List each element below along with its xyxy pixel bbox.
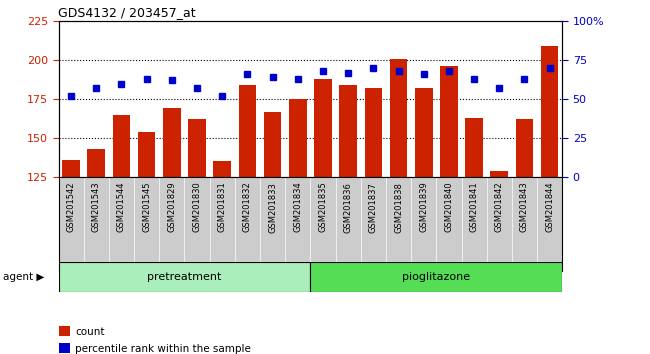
- Bar: [213, 161, 231, 177]
- Text: GSM201545: GSM201545: [142, 182, 151, 232]
- Bar: [465, 118, 483, 177]
- Text: GSM201839: GSM201839: [419, 182, 428, 233]
- Text: GSM201835: GSM201835: [318, 182, 328, 233]
- Text: GSM201842: GSM201842: [495, 182, 504, 232]
- Bar: [365, 88, 382, 177]
- Bar: [491, 171, 508, 177]
- Text: GSM201836: GSM201836: [344, 182, 353, 233]
- Text: GSM201841: GSM201841: [469, 182, 478, 232]
- Bar: [415, 88, 432, 177]
- Text: GSM201843: GSM201843: [520, 182, 529, 233]
- Bar: [264, 112, 281, 177]
- Bar: [163, 108, 181, 177]
- Bar: [314, 79, 332, 177]
- Bar: [239, 85, 256, 177]
- Text: GSM201834: GSM201834: [293, 182, 302, 233]
- Bar: [390, 59, 408, 177]
- Bar: [339, 85, 357, 177]
- Text: GSM201542: GSM201542: [66, 182, 75, 232]
- Text: GDS4132 / 203457_at: GDS4132 / 203457_at: [58, 6, 196, 19]
- Text: count: count: [75, 327, 105, 337]
- Text: GSM201838: GSM201838: [394, 182, 403, 233]
- Bar: [440, 67, 458, 177]
- Text: GSM201543: GSM201543: [92, 182, 101, 232]
- Bar: [58, 262, 311, 292]
- Text: GSM201544: GSM201544: [117, 182, 126, 232]
- Bar: [62, 160, 80, 177]
- Bar: [112, 115, 130, 177]
- Bar: [541, 46, 558, 177]
- Bar: [311, 262, 562, 292]
- Text: GSM201840: GSM201840: [445, 182, 454, 232]
- Bar: [188, 119, 206, 177]
- Text: GSM201844: GSM201844: [545, 182, 554, 232]
- Text: GSM201833: GSM201833: [268, 182, 277, 233]
- Bar: [138, 132, 155, 177]
- Text: pretreatment: pretreatment: [148, 272, 222, 282]
- Text: pioglitazone: pioglitazone: [402, 272, 471, 282]
- Text: GSM201831: GSM201831: [218, 182, 227, 233]
- Text: percentile rank within the sample: percentile rank within the sample: [75, 344, 252, 354]
- Bar: [289, 99, 307, 177]
- Bar: [515, 119, 533, 177]
- Text: GSM201832: GSM201832: [243, 182, 252, 233]
- Text: GSM201837: GSM201837: [369, 182, 378, 233]
- Text: agent ▶: agent ▶: [3, 272, 45, 282]
- Text: GSM201829: GSM201829: [167, 182, 176, 232]
- Text: GSM201830: GSM201830: [192, 182, 202, 233]
- Bar: [88, 149, 105, 177]
